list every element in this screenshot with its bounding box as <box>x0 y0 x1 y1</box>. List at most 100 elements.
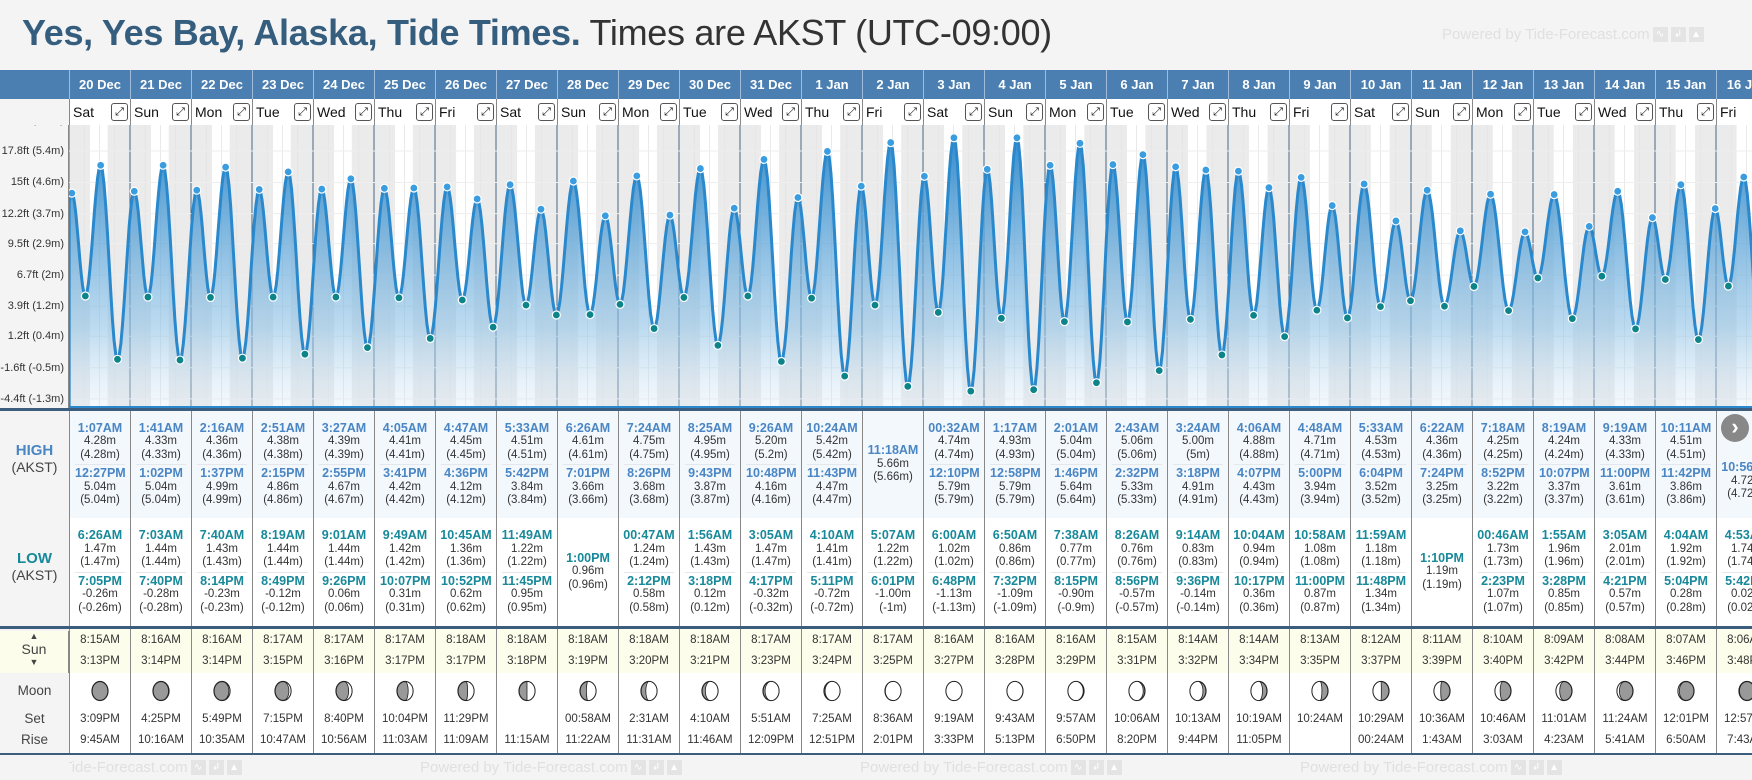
expand-day-button[interactable]: ⤢ <box>111 103 128 121</box>
low-tide-height-alt: (1.96m) <box>1544 556 1584 568</box>
weekday-label: Mon <box>622 104 650 120</box>
expand-day-button[interactable]: ⤢ <box>172 103 189 121</box>
moon-phase-icon <box>192 673 252 709</box>
high-tide-height: 3.37m <box>1548 480 1580 493</box>
high-tide-time: 10:56AM <box>1721 460 1752 475</box>
moonset-time: 11:24AM <box>1602 713 1648 725</box>
high-tide-time: 7:24PM <box>1420 466 1464 480</box>
expand-day-button[interactable]: ⤢ <box>1148 103 1165 121</box>
y-tick-label: 12.2ft (3.7m) <box>1 207 64 220</box>
weekday-cell: Sun ⤢ <box>130 99 191 125</box>
low-tide-point <box>143 292 153 302</box>
high-tide-point <box>982 164 992 174</box>
weekday-cell: Mon ⤢ <box>1045 99 1106 125</box>
sunrise-time: 8:08AM <box>1605 634 1645 646</box>
moon-phase-icon <box>863 673 923 709</box>
date-label: 30 Dec <box>689 77 731 92</box>
expand-day-button[interactable]: ⤢ <box>965 103 982 121</box>
high-tide-point <box>1012 133 1022 143</box>
sun-cell: 8:09AM 3:42PM <box>1533 629 1594 673</box>
low-tide-point <box>300 349 310 359</box>
high-tide-height: 4.95m <box>694 435 726 447</box>
high-tide-entry: 3:18PM 4.91m (4.91m) <box>1173 464 1223 510</box>
sunrise-time: 8:13AM <box>1300 634 1340 646</box>
low-tide-point <box>205 292 216 303</box>
high-tide-time: 10:11AM <box>1660 420 1712 435</box>
weekday-cell: Wed ⤢ <box>1167 99 1228 125</box>
moon-cell: 7:25AM 12:51PM <box>801 673 862 753</box>
high-tide-cell: 1:07AM 4.28m (4.28m) 12:27PM 5.04m (5.04m) <box>69 411 130 518</box>
moon-phase-icon <box>70 673 130 709</box>
low-tide-entry: 10:07PM 0.31m (0.31m) <box>380 571 431 618</box>
powered-by-watermark: Powered by Tide-Forecast.com ∿ ↲ ▲ <box>420 759 682 776</box>
expand-day-button[interactable]: ⤢ <box>782 103 799 121</box>
sun-cell: 8:17AM 3:23PM <box>740 629 801 673</box>
high-tide-height-alt: (4.75m) <box>629 448 669 461</box>
expand-day-button[interactable]: ⤢ <box>538 103 555 121</box>
high-tide-point <box>600 211 610 221</box>
high-tide-cell: 2:01AM 5.04m (5.04m) 1:46PM 5.64m (5.64m) <box>1045 411 1106 518</box>
moon-cell: 10:29AM 00:24AM <box>1350 673 1411 753</box>
moonset-time: 00:58AM <box>564 713 612 725</box>
weekday-label: Wed <box>1598 104 1627 120</box>
expand-day-button[interactable]: ⤢ <box>721 103 738 121</box>
expand-day-button[interactable]: ⤢ <box>1514 103 1531 121</box>
expand-day-button[interactable]: ⤢ <box>904 103 921 121</box>
expand-day-button[interactable]: ⤢ <box>1209 103 1226 121</box>
y-tick-label: 17.8ft (5.4m) <box>1 144 64 157</box>
moon-row: 3:09PM 9:45AM 4:25PM 10:16AM 5:49PM 10:35AM 7:… <box>0 673 1752 753</box>
low-tide-height-alt: (1.73m) <box>1483 556 1523 568</box>
high-tide-point <box>1613 186 1623 196</box>
high-tide-cell: 5:33AM 4.53m (4.53m) 6:04PM 3.52m (3.52m) <box>1350 411 1411 518</box>
high-tide-entry: 2:01AM 5.04m (5.04m) <box>1046 420 1106 465</box>
high-tide-height-alt: (4.71m) <box>1300 448 1340 461</box>
moon-phase-icon <box>375 673 435 709</box>
sail-icon: ▲ <box>666 760 682 775</box>
sun-cell: 8:17AM 3:15PM <box>252 629 313 673</box>
moon-cell: 5:51AM 12:09PM <box>740 673 801 753</box>
high-tide-cell: 6:22AM 4.36m (4.36m) 7:24PM 3.25m (3.25m) <box>1411 411 1472 518</box>
expand-day-button[interactable]: ⤢ <box>355 103 372 121</box>
low-tide-height-alt: (1.22m) <box>873 556 913 568</box>
expand-day-button[interactable]: ⤢ <box>1331 103 1348 121</box>
sunrise-time: 8:12AM <box>1361 634 1401 646</box>
expand-day-button[interactable]: ⤢ <box>660 103 677 121</box>
low-tide-time: 11:49AM <box>501 528 553 542</box>
expand-day-button[interactable]: ⤢ <box>1026 103 1043 121</box>
date-label: 12 Jan <box>1482 77 1524 92</box>
low-tide-height-alt: (-0.12m) <box>261 601 305 614</box>
sunrise-time: 8:17AM <box>263 634 303 646</box>
high-tide-height: 5.66m <box>877 457 909 470</box>
high-tide-time: 8:25AM <box>687 420 733 435</box>
low-tide-cell: 5:07AM 1.22m (1.22m) 6:01PM -1.00m (-1m) <box>862 518 923 626</box>
low-tide-height-alt: (-0.26m) <box>78 601 122 614</box>
expand-day-button[interactable]: ⤢ <box>416 103 433 121</box>
expand-day-button[interactable]: ⤢ <box>1270 103 1287 121</box>
high-tide-height: 4.12m <box>450 480 482 493</box>
next-page-button[interactable]: › <box>1721 414 1749 442</box>
high-tide-height: 4.45m <box>450 435 482 447</box>
low-tide-height-alt: (-1.09m) <box>993 601 1037 614</box>
expand-day-button[interactable]: ⤢ <box>233 103 250 121</box>
expand-day-button[interactable]: ⤢ <box>294 103 311 121</box>
expand-day-button[interactable]: ⤢ <box>1697 103 1714 121</box>
high-tide-height-alt: (4.42m) <box>385 494 425 506</box>
low-tide-height-alt: (1.44m) <box>141 556 181 568</box>
sun-cell: 8:16AM 3:27PM <box>923 629 984 673</box>
expand-day-button[interactable]: ⤢ <box>1392 103 1409 121</box>
expand-day-button[interactable]: ⤢ <box>1087 103 1104 121</box>
expand-day-button[interactable]: ⤢ <box>477 103 494 121</box>
expand-day-button[interactable]: ⤢ <box>1453 103 1470 121</box>
low-tide-entry: 8:56PM -0.57m (-0.57m) <box>1112 571 1162 618</box>
low-tide-point <box>1248 310 1259 320</box>
expand-day-button[interactable]: ⤢ <box>1575 103 1592 121</box>
weekday-cell: Sat ⤢ <box>1350 99 1411 125</box>
low-tide-time: 00:47AM <box>623 528 675 542</box>
sunrise-time: 8:17AM <box>873 634 913 646</box>
low-tide-point <box>1567 314 1577 324</box>
expand-day-button[interactable]: ⤢ <box>1636 103 1653 121</box>
low-tide-entry: 2:23PM 1.07m (1.07m) <box>1478 571 1528 618</box>
high-tide-height: 3.66m <box>572 480 604 493</box>
expand-day-button[interactable]: ⤢ <box>599 103 616 121</box>
expand-day-button[interactable]: ⤢ <box>843 103 860 121</box>
